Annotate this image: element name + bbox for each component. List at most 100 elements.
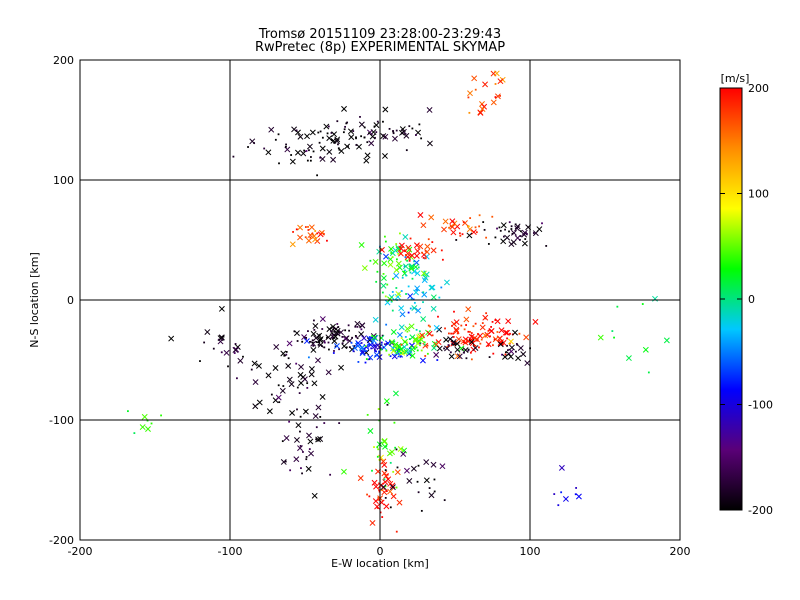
data-point-dot xyxy=(373,348,376,351)
data-point-dot xyxy=(321,136,324,139)
data-point-dot xyxy=(504,351,507,354)
data-point-dot xyxy=(337,147,340,150)
data-point-x xyxy=(497,78,504,85)
data-point-x xyxy=(341,343,348,350)
data-point-dot xyxy=(423,270,426,273)
data-point-dot xyxy=(553,493,556,495)
data-point-dot xyxy=(311,341,314,344)
data-point-dot xyxy=(391,309,394,312)
data-point-x xyxy=(575,493,582,500)
data-point-x xyxy=(403,467,410,474)
data-point-dot xyxy=(502,235,505,238)
data-point-dot xyxy=(323,422,326,424)
data-point-x xyxy=(421,291,428,298)
data-point-dot xyxy=(399,355,402,358)
data-point-dot xyxy=(342,340,345,342)
data-point-x xyxy=(453,326,460,333)
data-point-x xyxy=(468,339,475,345)
data-point-dot xyxy=(317,344,320,346)
data-point-dot xyxy=(356,341,358,344)
data-point-dot xyxy=(475,231,478,234)
data-point-dot xyxy=(212,347,215,350)
data-point-dot xyxy=(296,386,299,389)
data-point-dot xyxy=(405,274,407,277)
data-point-x xyxy=(139,424,146,431)
data-point-dot xyxy=(616,305,619,308)
data-point-x xyxy=(371,479,378,486)
data-point-dot xyxy=(375,131,378,134)
data-point-dot xyxy=(385,445,388,447)
data-point-x xyxy=(442,218,449,225)
data-point-x xyxy=(315,404,322,411)
data-point-x xyxy=(497,341,504,348)
data-point-dot xyxy=(485,236,488,239)
data-point-dot xyxy=(404,269,406,272)
data-point-x xyxy=(300,150,307,157)
data-point-x xyxy=(289,241,296,248)
data-point-dot xyxy=(494,319,497,321)
data-point-x xyxy=(399,311,406,318)
data-point-dot xyxy=(363,126,366,129)
data-point-dot xyxy=(465,324,467,326)
data-point-dot xyxy=(305,336,308,339)
data-point-dot xyxy=(278,162,280,165)
data-point-dot xyxy=(295,228,298,231)
data-point-x xyxy=(382,479,389,485)
data-point-x xyxy=(367,354,374,361)
data-point-dot xyxy=(515,342,518,345)
data-point-dot xyxy=(428,487,431,489)
data-point-x xyxy=(359,322,366,329)
data-point-dot xyxy=(355,335,358,338)
data-point-dot xyxy=(383,487,386,490)
data-point-x xyxy=(417,212,424,218)
data-point-dot xyxy=(296,340,299,342)
data-point-x xyxy=(308,450,314,457)
data-point-dot xyxy=(382,120,384,123)
data-point-dot xyxy=(427,324,430,327)
data-point-dot xyxy=(234,343,237,345)
data-point-x xyxy=(319,156,326,162)
data-point-dot xyxy=(380,337,382,339)
data-point-dot xyxy=(448,332,450,335)
data-point-x xyxy=(521,231,528,238)
data-point-x xyxy=(412,264,419,270)
data-point-x xyxy=(305,237,312,244)
data-point-x xyxy=(436,345,443,352)
colorbar-tick-label: 0 xyxy=(748,293,755,306)
data-point-dot xyxy=(487,329,490,332)
data-point-dot xyxy=(282,385,285,387)
data-point-dot xyxy=(431,334,434,337)
data-point-x xyxy=(382,153,388,159)
data-point-x xyxy=(454,340,461,347)
data-point-x xyxy=(383,503,390,510)
data-point-dot xyxy=(381,516,384,518)
data-point-x xyxy=(433,341,440,348)
data-point-x xyxy=(268,126,275,133)
data-point-dot xyxy=(483,228,486,231)
data-point-x xyxy=(252,379,259,386)
data-point-x xyxy=(420,222,427,229)
data-point-dot xyxy=(574,493,577,496)
data-point-dot xyxy=(406,259,409,262)
colorbar-tick-label: -200 xyxy=(748,504,773,517)
data-point-x xyxy=(265,149,272,156)
data-point-dot xyxy=(333,330,336,333)
data-point-dot xyxy=(344,329,347,332)
data-point-dot xyxy=(384,343,386,346)
data-point-dot xyxy=(384,485,387,488)
data-point-dot xyxy=(341,336,344,338)
data-point-dot xyxy=(487,243,490,245)
data-point-dot xyxy=(488,356,491,358)
data-point-dot xyxy=(510,228,513,230)
data-point-x xyxy=(359,344,365,351)
data-point-dot xyxy=(319,416,322,418)
data-point-x xyxy=(521,229,528,236)
data-point-x xyxy=(430,461,437,468)
data-point-dot xyxy=(338,348,340,351)
data-point-dot xyxy=(342,131,345,134)
data-point-dot xyxy=(379,511,382,514)
data-point-dot xyxy=(355,137,357,140)
data-point-x xyxy=(508,241,515,248)
data-point-dot xyxy=(395,287,398,289)
data-point-dot xyxy=(388,353,391,356)
